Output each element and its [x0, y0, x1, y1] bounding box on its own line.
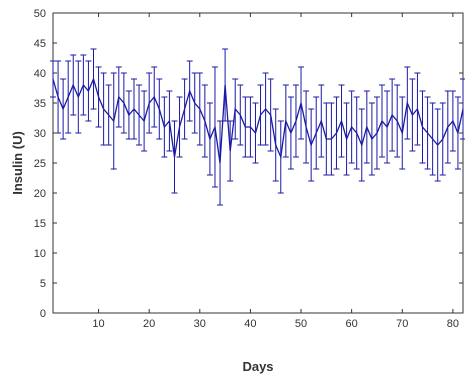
x-tick-label: 30: [194, 318, 206, 330]
x-tick-label: 60: [346, 318, 358, 330]
x-tick-label: 70: [396, 318, 408, 330]
y-tick-label: 30: [34, 128, 46, 140]
y-tick-label: 50: [34, 8, 46, 20]
x-tick-label: 20: [143, 318, 155, 330]
x-axis-ticks: 10 20 30 40 50 60 70 80: [92, 13, 459, 330]
y-tick-label: 25: [34, 158, 46, 170]
y-tick-label: 45: [34, 38, 46, 50]
data-line-group: [52, 77, 464, 164]
y-tick-label: 15: [34, 218, 46, 230]
y-tick-label: 35: [34, 98, 46, 110]
y-tick-label: 10: [34, 248, 46, 260]
series-line: [52, 77, 464, 164]
x-tick-label: 40: [244, 318, 256, 330]
y-tick-label: 40: [34, 68, 46, 80]
y-axis-ticks: 0 5 10 15 20 25 30 35 40 45 50: [34, 8, 463, 320]
x-tick-label: 50: [295, 318, 307, 330]
x-tick-label: 80: [447, 318, 459, 330]
x-tick-label: 10: [92, 318, 104, 330]
y-axis-label: Insulin (U): [10, 131, 25, 195]
y-tick-label: 0: [40, 308, 46, 320]
y-tick-label: 5: [40, 278, 46, 290]
y-tick-label: 20: [34, 188, 46, 200]
x-axis-label: Days: [242, 359, 273, 374]
